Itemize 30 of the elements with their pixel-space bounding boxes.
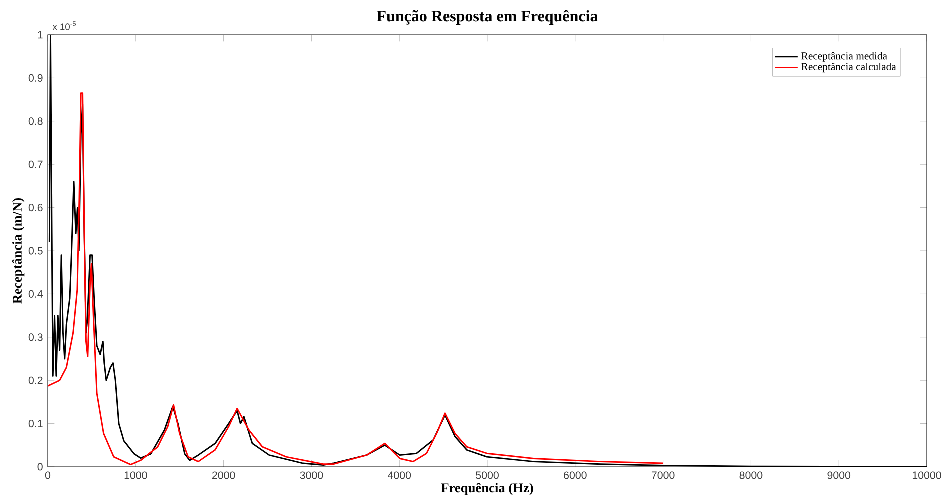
y-tick-label: 0.7 — [28, 160, 43, 168]
x-tick-label: 5000 — [476, 472, 499, 480]
x-tick-label: 0 — [45, 472, 51, 480]
y-tick-label: 0.1 — [28, 420, 43, 428]
x-tick-label: 2000 — [212, 472, 236, 480]
text: x 10$^{-5}$ — [52, 22, 76, 30]
y-tick-label: 0.4 — [28, 290, 43, 298]
y-tick-label: 0.5 — [28, 247, 43, 255]
x-tick-label: 9000 — [828, 472, 851, 480]
y-axis-title: Receptância (m/N) — [12, 198, 25, 304]
line-series — [48, 92, 664, 466]
y-tick-label: 0 — [38, 463, 43, 471]
x-tick-label: 10000 — [912, 472, 942, 480]
line-series — [48, 34, 927, 467]
x-tick-label: 7000 — [652, 472, 675, 480]
x-axis-title: Frequência (Hz) — [441, 483, 534, 496]
y-tick-label: 0.9 — [28, 74, 43, 82]
x-tick-label: 6000 — [564, 472, 587, 480]
y-tick-label: 1 — [38, 31, 43, 39]
x-tick-label: 3000 — [300, 472, 324, 480]
x-tick-label: 8000 — [740, 472, 763, 480]
y-tick-label: 0.8 — [28, 118, 43, 126]
y-tick-label: 0.6 — [28, 204, 43, 212]
y-tick-label: 0.3 — [28, 334, 43, 342]
legend-label: Receptância calculada — [802, 62, 896, 73]
x-tick-label: 4000 — [388, 472, 412, 480]
chart-title: Função Resposta em Frequência — [377, 10, 598, 25]
legend-label: Receptância medida — [802, 52, 888, 62]
x-tick-label: 1000 — [124, 472, 148, 480]
y-tick-label: 0.2 — [28, 376, 43, 384]
